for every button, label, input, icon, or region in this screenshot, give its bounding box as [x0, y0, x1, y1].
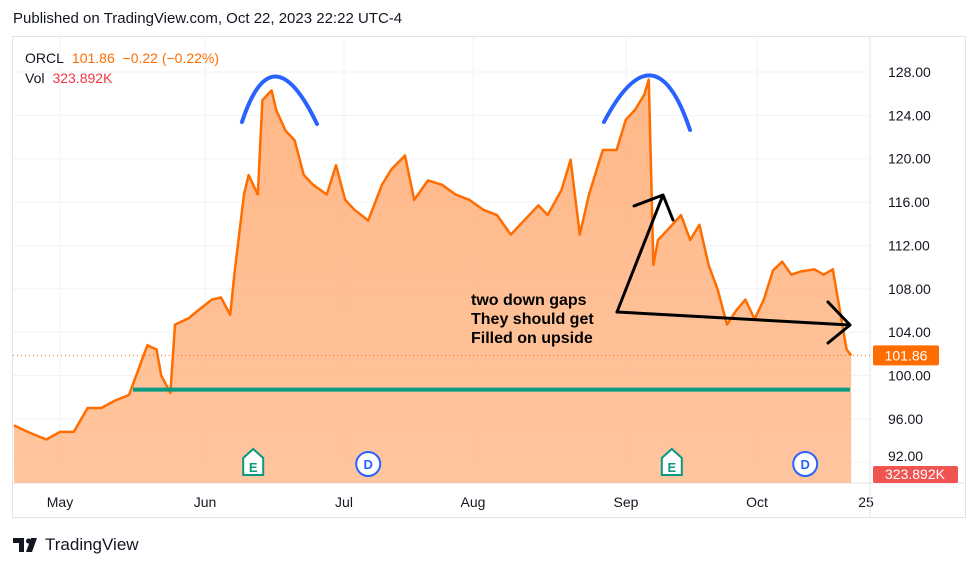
- annotation-text: Filled on upside: [471, 330, 593, 347]
- y-tick-label: 108.00: [888, 281, 931, 297]
- volume-badge: [873, 466, 958, 483]
- x-tick-label: Aug: [461, 494, 486, 510]
- x-tick-label: May: [47, 494, 73, 510]
- dividend-marker-label: D: [801, 457, 810, 472]
- price-area: [14, 79, 852, 483]
- volume-label: Vol: [25, 70, 45, 86]
- earnings-marker-icon: [660, 447, 683, 476]
- y-tick-label: 116.00: [888, 194, 930, 210]
- tradingview-logo-icon: [13, 538, 37, 552]
- x-tick-label: Sep: [614, 494, 639, 510]
- last-price-badge: [873, 345, 939, 366]
- price-change: −0.22 (−0.22%): [122, 50, 220, 66]
- volume-badge-text: 323.892K: [885, 466, 946, 482]
- top-arc-left: [240, 74, 319, 126]
- published-header: Published on TradingView.com, Oct 22, 20…: [13, 10, 403, 27]
- dividend-marker-icon: [792, 451, 819, 477]
- arrow-right-gap: [615, 300, 852, 345]
- annotation-text: They should get: [471, 311, 594, 328]
- dividend-marker-icon: [355, 451, 382, 477]
- x-tick-label: 25: [858, 494, 874, 510]
- chart-legend: ORCL 101.86 −0.22 (−0.22%) Vol 323.892K: [25, 48, 219, 88]
- earnings-marker-label: E: [249, 460, 258, 475]
- x-tick-label: Oct: [746, 494, 768, 510]
- top-arc-right: [602, 73, 692, 132]
- price-line: [13, 78, 853, 441]
- y-tick-label: 124.00: [888, 107, 931, 123]
- arrow-up-gap: [615, 193, 675, 314]
- y-tick-label: 112.00: [888, 237, 930, 253]
- annotation-text: two down gaps: [471, 292, 587, 309]
- volume-value: 323.892K: [52, 70, 113, 86]
- symbol[interactable]: ORCL: [25, 50, 64, 66]
- x-tick-label: Jul: [335, 494, 353, 510]
- dividend-marker-label: D: [364, 457, 373, 472]
- brand-name: TradingView: [45, 535, 139, 554]
- y-tick-label: 120.00: [888, 151, 931, 167]
- x-tick-label: Jun: [194, 494, 217, 510]
- last-price-badge-text: 101.86: [885, 347, 928, 363]
- y-tick-label: 96.00: [888, 411, 923, 427]
- y-tick-label: 100.00: [888, 368, 931, 384]
- y-tick-label: 104.00: [888, 324, 931, 340]
- tradingview-brand[interactable]: TradingView: [13, 535, 139, 555]
- earnings-marker-label: E: [667, 460, 676, 475]
- y-tick-label: 128.00: [888, 64, 931, 80]
- chart-frame: [12, 36, 966, 518]
- earnings-marker-icon: [242, 447, 265, 476]
- last-price: 101.86: [71, 50, 115, 66]
- y-tick-label: 92.00: [888, 448, 923, 464]
